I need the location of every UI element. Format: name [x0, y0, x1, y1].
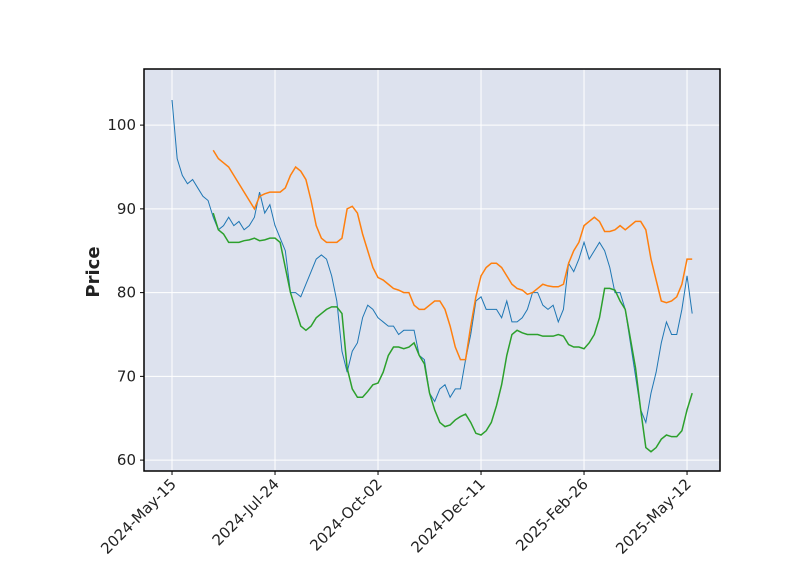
axes-frame [143, 68, 721, 472]
x-tick-label: 2024-Oct-02 [306, 475, 386, 555]
y-tick-label: 90 [117, 200, 136, 218]
y-tick-label: 100 [107, 116, 136, 134]
y-tick-label: 70 [117, 367, 136, 385]
x-tick-label: 2025-May-12 [612, 475, 695, 558]
x-tick-label: 2024-May-15 [97, 475, 180, 558]
x-tick-label: 2024-Jul-24 [209, 475, 283, 549]
lines [171, 99, 693, 453]
y-tick-label: 80 [117, 284, 136, 302]
y-axis-label: Price [83, 246, 104, 297]
price-line [171, 99, 693, 425]
price-line [212, 212, 693, 453]
x-tick-label: 2024-Dec-11 [407, 475, 488, 556]
y-tick-label: 60 [117, 451, 136, 469]
plot-area [144, 69, 720, 471]
grid [144, 69, 720, 471]
price-line [212, 149, 693, 361]
x-tick-label: 2025-Feb-26 [512, 475, 592, 555]
